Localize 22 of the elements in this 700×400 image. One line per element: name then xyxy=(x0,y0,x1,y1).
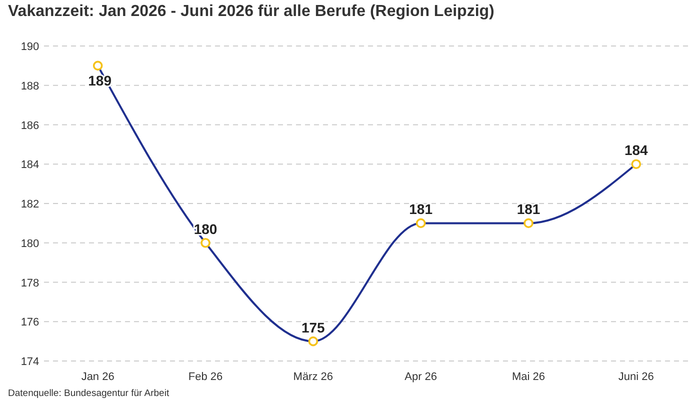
chart-title: Vakanzzeit: Jan 2026 - Juni 2026 für alle Berufe (Region Leipzig) xyxy=(8,3,494,20)
x-tick-label: Juni 26 xyxy=(618,371,654,383)
y-tick-label: 182 xyxy=(20,198,40,210)
data-label: 175 xyxy=(301,319,326,336)
y-tick-label: 188 xyxy=(20,80,40,92)
x-tick-label: Feb 26 xyxy=(188,371,223,383)
data-label: 184 xyxy=(624,142,648,158)
x-tick-label: Apr 26 xyxy=(404,371,438,383)
text: Datenquelle: Bundesagentur für Arbeit xyxy=(8,388,170,399)
x-tick-label: Jan 26 xyxy=(81,371,114,383)
y-tick-label: 180 xyxy=(20,238,40,250)
x-tick-label: März 26 xyxy=(293,371,334,383)
data-label: 180 xyxy=(194,220,218,237)
y-tick-label: 178 xyxy=(20,277,40,290)
y-tick-label: 186 xyxy=(20,120,40,132)
y-tick-label: 190 xyxy=(20,41,40,53)
y-tick-label: 184 xyxy=(20,159,40,172)
y-tick-label: 174 xyxy=(20,356,40,368)
data-label: 181 xyxy=(516,201,540,218)
x-tick-label: Mai 26 xyxy=(512,371,546,383)
data-label: 181 xyxy=(409,201,433,218)
y-tick-label: 176 xyxy=(20,316,40,329)
